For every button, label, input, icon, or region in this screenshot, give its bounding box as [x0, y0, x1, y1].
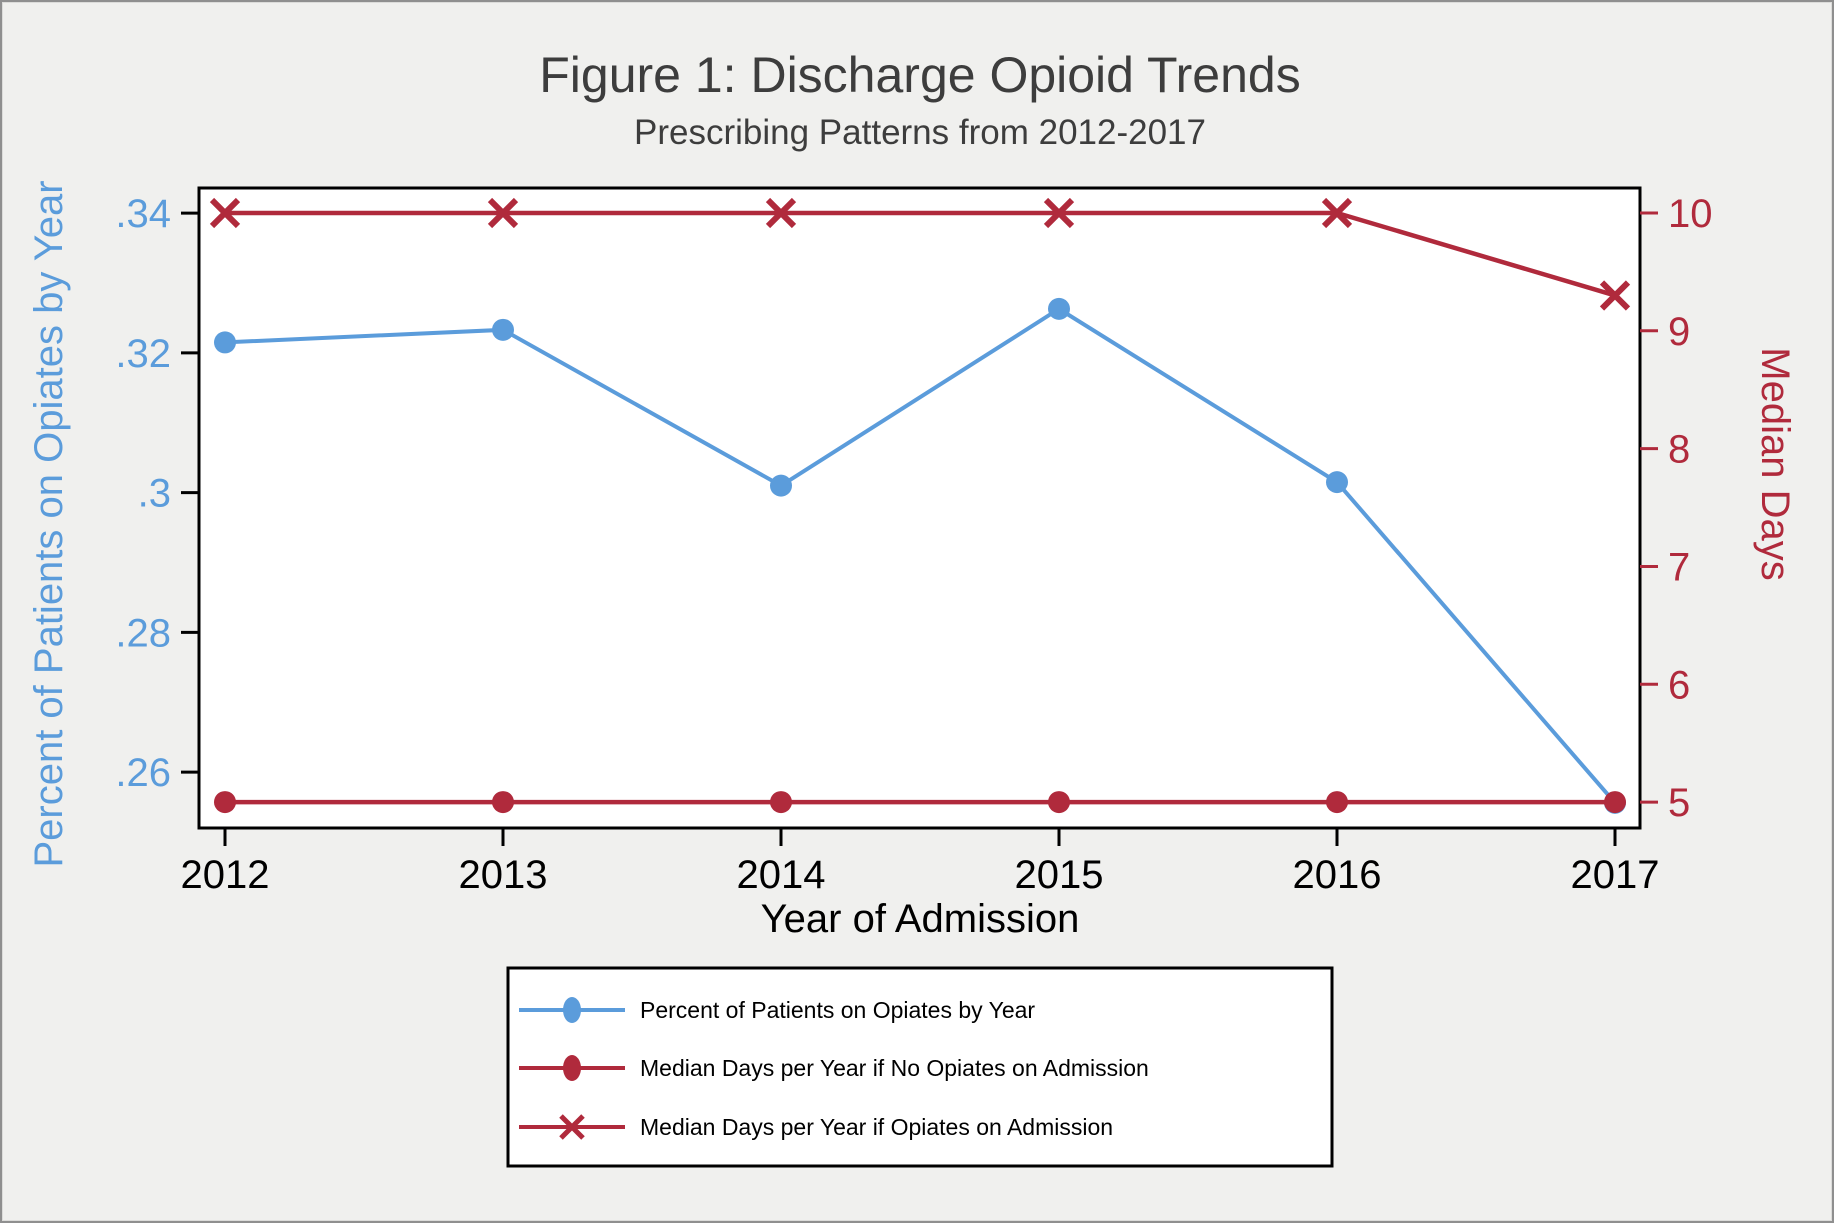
figure-title: Figure 1: Discharge Opioid Trends — [539, 47, 1300, 103]
data-point-marker — [487, 197, 519, 229]
x-axis-tick-label: 2017 — [1571, 853, 1660, 897]
legend-label: Percent of Patients on Opiates by Year — [640, 997, 1035, 1023]
left-axis-tick-label: .28 — [115, 611, 171, 655]
left-axis-tick-label: .3 — [138, 472, 171, 516]
legend-box — [506, 966, 1334, 1168]
data-point-marker — [214, 791, 236, 814]
data-point-marker — [492, 318, 514, 341]
plot-area — [197, 186, 1642, 830]
data-point-marker — [1043, 197, 1075, 229]
right-axis-tick-label: 7 — [1668, 545, 1690, 589]
legend-marker — [559, 1114, 585, 1140]
data-point-marker — [209, 197, 241, 229]
legend-label: Median Days per Year if No Opiates on Ad… — [640, 1055, 1149, 1081]
left-axis-tick-label: .26 — [115, 751, 171, 795]
data-point-marker — [770, 791, 792, 814]
figure-subtitle: Prescribing Patterns from 2012-2017 — [634, 113, 1206, 152]
left-axis-title: Percent of Patients on Opiates by Year — [27, 180, 71, 867]
right-axis-tick-label: 8 — [1668, 428, 1690, 472]
x-axis-tick-label: 2015 — [1015, 853, 1104, 897]
right-axis-tick-label: 6 — [1668, 663, 1690, 707]
x-axis-tick-label: 2016 — [1293, 853, 1382, 897]
right-axis-tick-label: 9 — [1668, 310, 1690, 354]
right-axis-title: Median Days — [1753, 347, 1797, 580]
left-axis-tick-label: .32 — [115, 332, 171, 376]
series-line — [224, 306, 1617, 805]
data-point-marker — [1599, 280, 1631, 311]
data-point-marker — [770, 474, 792, 497]
data-point-marker — [1048, 297, 1070, 320]
left-axis-tick-label: .34 — [115, 192, 171, 236]
data-point-marker — [1326, 791, 1348, 814]
data-point-marker — [765, 197, 797, 229]
data-point-marker — [492, 791, 514, 814]
legend-marker — [563, 997, 581, 1023]
plot-layer: 2012 2013 2014 2015 2016 2017 .26 .28 .3 .32 .34 5 6… — [115, 186, 1713, 897]
right-axis-tick-label: 10 — [1668, 192, 1713, 236]
data-point-marker — [1048, 791, 1070, 814]
series-line — [225, 210, 1616, 298]
x-axis-tick-label: 2014 — [737, 853, 826, 897]
data-point-marker — [1321, 197, 1353, 229]
right-axis-tick-label: 5 — [1668, 781, 1690, 825]
data-point-marker — [214, 331, 236, 354]
legend-label: Median Days per Year if Opiates on Admis… — [640, 1114, 1113, 1140]
legend: Percent of Patients on Opiates by Year Me… — [506, 966, 1334, 1168]
data-point-marker — [1326, 471, 1348, 494]
data-point-marker — [1604, 791, 1626, 814]
x-axis-title: Year of Admission — [761, 897, 1080, 941]
x-axis-tick-label: 2013 — [459, 853, 548, 897]
legend-marker — [563, 1055, 581, 1081]
x-axis-tick-label: 2012 — [181, 853, 270, 897]
